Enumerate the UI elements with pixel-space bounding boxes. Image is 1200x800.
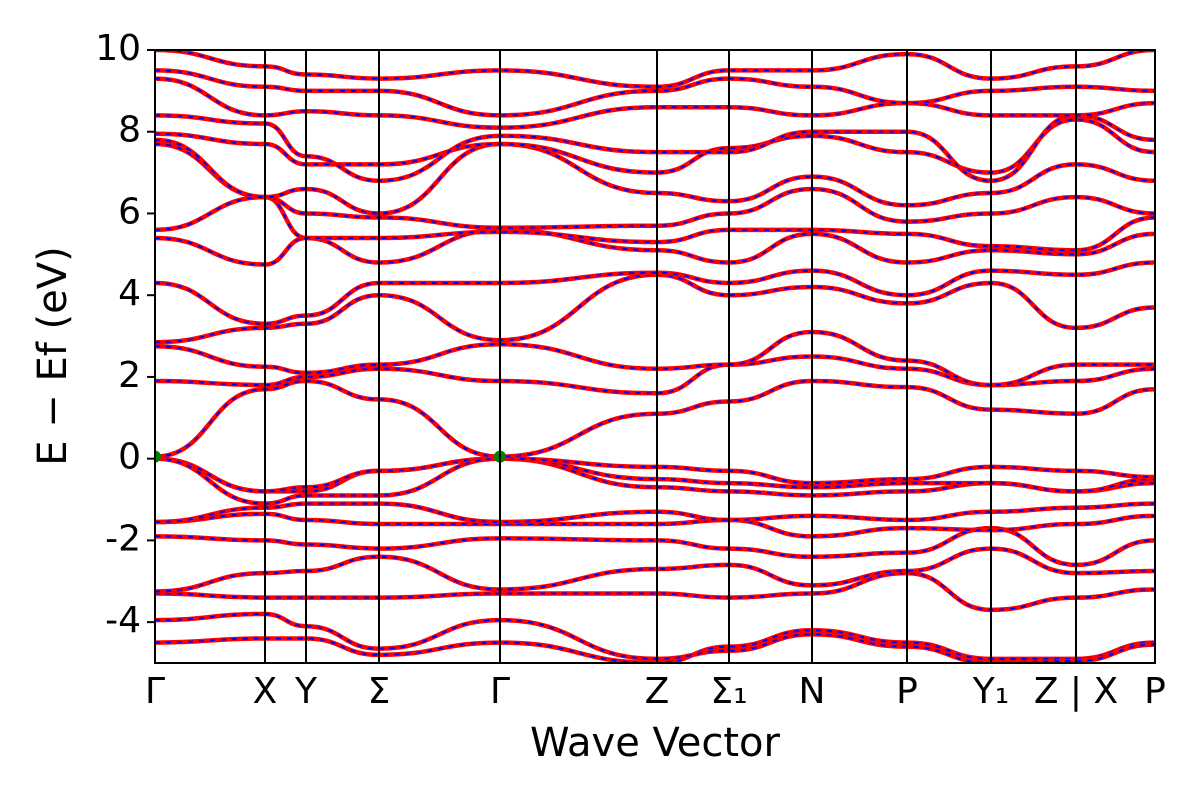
x-tick-label: Γ [145,671,165,712]
band-overlay [155,502,1155,524]
band-overlay [155,196,1155,252]
band-overlay [155,142,1155,229]
x-axis-label: Wave Vector [530,720,781,766]
x-tick-label: Y [294,671,318,712]
x-tick-label: Σ [368,671,391,712]
y-tick-label: 0 [118,437,141,478]
y-tick-label: 6 [118,191,141,232]
plot-frame [154,49,1156,664]
x-tick-label: Σ₁ [710,671,747,712]
band-overlay [155,457,1155,497]
band-overlay [155,457,1155,493]
x-tick-label: Y₁ [972,671,1009,712]
x-tick-label: P [896,671,918,712]
bands [155,50,1155,663]
overlay [147,49,1156,664]
y-tick-label: -4 [105,600,141,641]
x-tick-label: Γ [490,671,510,712]
x-tick-label: X [253,671,278,712]
band-overlay [155,273,1155,344]
band-overlay [155,527,1155,566]
y-tick-label: -2 [105,518,141,559]
x-tick-label: Z | X [1034,671,1118,712]
band-overlay [155,512,1155,538]
x-tick-label: P [1144,671,1166,712]
band-overlay [155,547,1155,593]
band-overlay [155,457,1155,505]
x-tick-label: N [799,671,826,712]
band-overlay [155,228,1155,266]
marker [155,450,161,463]
band-overlay [155,138,1155,215]
y-tick-label: 2 [118,355,141,396]
y-tick-label: 10 [95,28,141,69]
y-axis-label: E − Ef (eV) [30,246,76,465]
band-overlay [155,261,1155,325]
y-tick-label: 8 [118,110,141,151]
y-tick-label: 4 [118,273,141,314]
x-tick-label: Z [645,671,670,712]
